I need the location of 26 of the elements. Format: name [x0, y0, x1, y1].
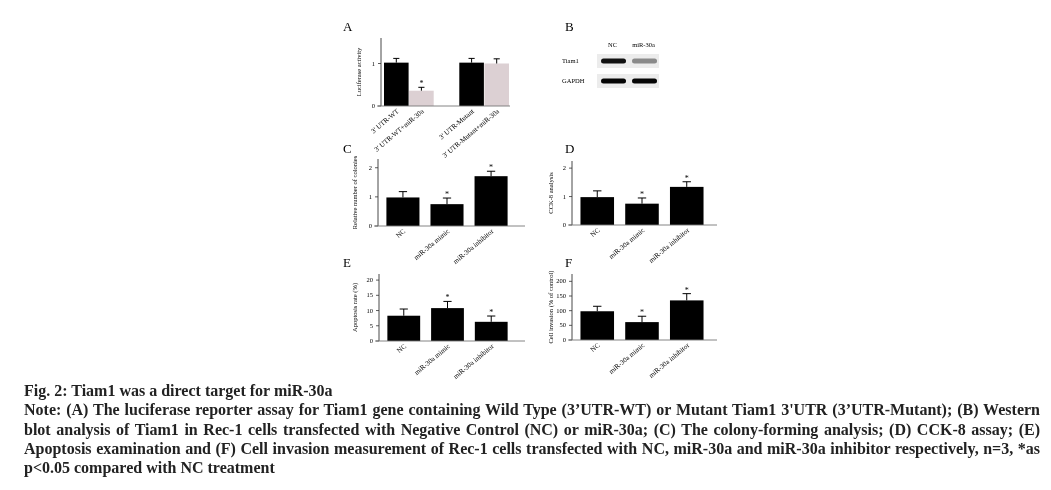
chart-title: E: [343, 255, 351, 270]
chart-title: C: [343, 141, 352, 156]
annotation: *: [684, 173, 689, 183]
annotation: *: [640, 189, 644, 199]
chart-title: F: [565, 255, 573, 270]
annotation: *: [489, 308, 494, 318]
bar: [474, 176, 508, 226]
text: Note: (A) The luciferase reporter assay for Tiam1 gene containing Wild Type (3’UTR-WT) or Mutant Tiam1 3'UTR (3’UTR-Mutant); (B) Western blot analysis of Tiam1 in Rec-1 cells transfected with Negative Control (NC) or miR-30a; (C) The colony-forming analysis; (D) CCK-8 assay; (E) Apoptosis examination and (F) Cell invasion measurement of Rec-1 cells transfected with NC, miR-30a and miR-30a inhibitor respectively, n=3, *as p<0.05 compared with NC treatment: [24, 400, 1040, 478]
bar: [384, 62, 409, 106]
annotation: *: [489, 163, 494, 173]
chart-title: D: [565, 141, 575, 156]
chart-title: A: [343, 19, 353, 34]
bar: [625, 203, 659, 225]
bar: [669, 186, 704, 225]
bar: [484, 63, 509, 106]
annotation: *: [640, 308, 644, 318]
bar: [474, 321, 508, 341]
bar: [580, 311, 615, 340]
annotation: *: [445, 190, 449, 200]
annotation: *: [419, 79, 424, 89]
text: Fig. 2: Tiam1 was a direct target for miR-30a: [24, 382, 333, 399]
annotation: *: [684, 285, 689, 295]
bar: [459, 62, 484, 106]
bar: [409, 90, 434, 106]
annotation: *: [445, 293, 450, 303]
text: B: [565, 19, 574, 34]
